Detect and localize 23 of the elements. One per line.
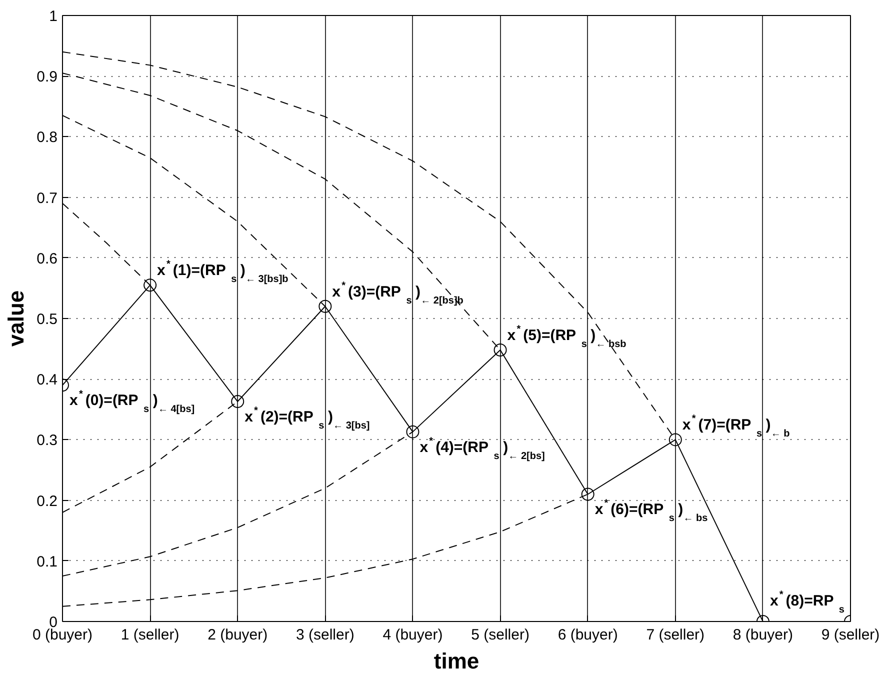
y-tick-label: 0.4: [36, 372, 58, 389]
x-tick-label: 2 (buyer): [208, 626, 268, 644]
y-tick-label: 0.9: [36, 68, 58, 86]
y-tick-label: 0.1: [36, 553, 58, 570]
x-tick-label: 6 (buyer): [558, 626, 618, 644]
y-tick-label: 0.3: [36, 432, 58, 450]
x-tick-label: 1 (seller): [120, 626, 180, 644]
y-axis-title: value: [4, 290, 29, 347]
x-tick-label: 8 (buyer): [732, 626, 793, 644]
y-tick-label: 0.2: [36, 492, 58, 510]
y-tick-label: 0.7: [36, 190, 58, 207]
x-tick-label: 5 (seller): [471, 626, 530, 644]
y-tick-label: 0.5: [36, 311, 58, 328]
x-axis-title: time: [434, 648, 480, 674]
annotation: x*(8)=RPs: [770, 590, 845, 616]
y-tick-label: 1: [49, 8, 58, 25]
x-tick-label: 4 (buyer): [382, 626, 443, 644]
x-tick-label: 0 (buyer): [32, 626, 93, 644]
x-tick-label: 7 (seller): [646, 626, 705, 644]
y-tick-label: 0.8: [36, 129, 58, 146]
x-tick-label: 9 (seller): [821, 626, 880, 644]
y-tick-label: 0.6: [36, 250, 58, 268]
x-tick-label: 3 (seller): [296, 626, 354, 644]
